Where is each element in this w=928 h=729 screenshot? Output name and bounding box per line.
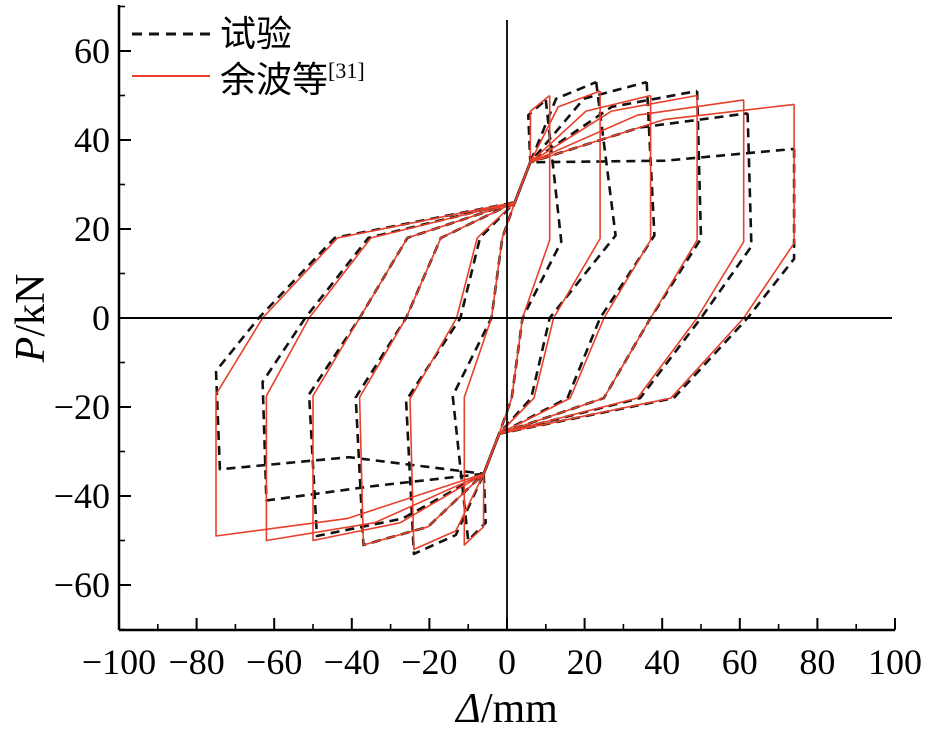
y-tick-label: 60 (74, 31, 110, 71)
x-tick-label: −100 (82, 642, 156, 682)
x-tick-label: −20 (401, 642, 457, 682)
y-tick-label: 40 (74, 120, 110, 160)
x-tick-label: 40 (644, 642, 680, 682)
x-tick-label: −60 (246, 642, 302, 682)
test-loop-3 (354, 80, 656, 547)
test-loop-4 (307, 89, 703, 538)
y-tick-label: 20 (74, 209, 110, 249)
y-tick-label: −40 (54, 476, 110, 516)
plot-curves (214, 80, 796, 556)
legend-label-model: 余波等[31] (220, 58, 365, 100)
x-tick-label: 100 (868, 642, 922, 682)
x-tick-label: 80 (799, 642, 835, 682)
model-loop-2 (409, 90, 601, 551)
x-tick-label: −40 (324, 642, 380, 682)
ticks: −100 −80 −60 −40 −20 0 20 40 60 80 100 −60 −40 −20 0 20… (54, 5, 922, 682)
x-tick-label: −80 (168, 642, 224, 682)
y-axis-title: P/kN (8, 274, 54, 364)
x-tick-label: 0 (498, 642, 516, 682)
legend: 试验 余波等[31] (132, 14, 365, 100)
legend-label-test: 试验 (220, 14, 292, 54)
y-tick-label: −20 (54, 387, 110, 427)
test-loop-2 (404, 80, 617, 556)
x-tick-label: 60 (722, 642, 758, 682)
y-tick-label: 0 (92, 298, 110, 338)
y-tick-label: −60 (54, 565, 110, 605)
test-loop-6 (214, 147, 796, 476)
model-loop-6 (215, 103, 795, 537)
x-axis-title: Δ/mm (454, 686, 558, 729)
model-loop-5 (265, 99, 745, 542)
x-tick-label: 20 (567, 642, 603, 682)
